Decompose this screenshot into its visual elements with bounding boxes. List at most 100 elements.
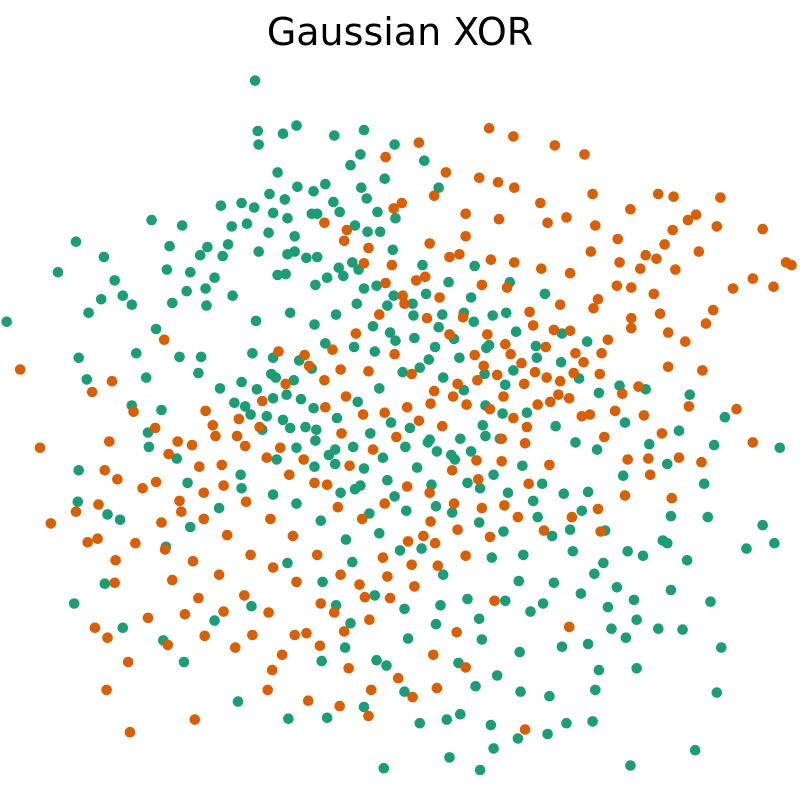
scatter-point [287,530,299,542]
scatter-point [185,521,196,533]
scatter-point [697,365,708,376]
scatter-point [414,717,426,729]
scatter-point [476,502,488,514]
scatter-point [186,439,198,451]
scatter-point [662,327,674,338]
scatter-point [508,412,519,424]
scatter-point [491,670,503,681]
scatter-point [319,217,330,229]
scatter-point [163,448,174,460]
scatter-point [167,574,178,586]
scatter-point [102,632,113,643]
scatter-point [540,341,552,353]
scatter-point [447,391,459,402]
scatter-point [425,516,436,527]
scatter-point [380,277,391,289]
scatter-point [112,474,123,485]
scatter-point [667,224,678,236]
scatter-point [424,487,436,499]
scatter-point [653,623,664,634]
scatter-point [585,246,597,257]
scatter-point [109,275,120,286]
scatter-point [428,190,440,202]
scatter-point [596,348,607,359]
scatter-point [404,422,416,434]
scatter-point [340,391,352,402]
scatter-point [614,380,625,392]
scatter-point [550,420,561,432]
scatter-point [517,460,528,472]
scatter-point [354,579,365,590]
scatter-point [620,632,632,643]
scatter-point [301,627,312,639]
scatter-point [391,431,402,443]
scatter-point [387,244,399,256]
scatter-point [708,439,720,451]
scatter-point [93,499,104,510]
scatter-point [344,460,355,472]
scatter-point [619,417,631,428]
scatter-point [554,299,566,311]
scatter-point [358,283,370,294]
scatter-point [468,316,480,328]
scatter-point [209,615,220,626]
scatter-point [45,518,57,529]
scatter-point [308,402,319,414]
scatter-point [741,543,752,554]
scatter-point [369,590,381,601]
scatter-point [757,519,768,531]
scatter-point [215,200,227,211]
scatter-point [109,577,120,589]
scatter-point [429,341,441,353]
scatter-point [518,378,530,390]
scatter-point [476,634,488,645]
scatter-point [437,372,449,383]
scatter-point [563,621,575,633]
scatter-point [379,498,391,509]
scatter-point [496,433,508,445]
scatter-point [117,622,129,634]
scatter-point [757,223,768,235]
scatter-point [320,402,331,413]
scatter-point [384,592,396,604]
scatter-point [14,364,26,375]
scatter-point [527,320,539,331]
scatter-point [388,203,400,214]
scatter-point [474,483,486,494]
scatter-point [521,407,533,419]
scatter-point [254,421,265,433]
scatter-point [570,348,581,359]
scatter-point [291,120,302,131]
scatter-point [731,403,742,415]
scatter-point [381,660,392,671]
scatter-point [402,536,414,547]
scatter-point [343,663,355,674]
scatter-point [625,760,636,771]
scatter-point [662,458,673,470]
scatter-point [358,701,370,713]
scatter-point [566,511,578,523]
scatter-point [257,395,268,407]
scatter-point [665,510,677,522]
scatter-point [592,294,604,305]
scatter-point [320,338,331,349]
scatter-point [420,288,432,300]
scatter-point [252,125,264,137]
scatter-point [582,486,594,498]
scatter-point [73,465,84,476]
scatter-point [150,476,162,488]
scatter-point [455,433,466,445]
scatter-point [284,307,296,319]
scatter-point [470,681,481,692]
scatter-point [575,588,587,599]
scatter-point [443,276,454,288]
scatter-point [329,130,340,141]
scatter-point [1,316,12,328]
scatter-point [612,233,624,245]
scatter-point [428,649,439,661]
scatter-point [193,367,204,379]
scatter-point [444,752,455,763]
scatter-point [529,366,541,378]
scatter-point [542,728,553,740]
scatter-point [430,501,442,512]
